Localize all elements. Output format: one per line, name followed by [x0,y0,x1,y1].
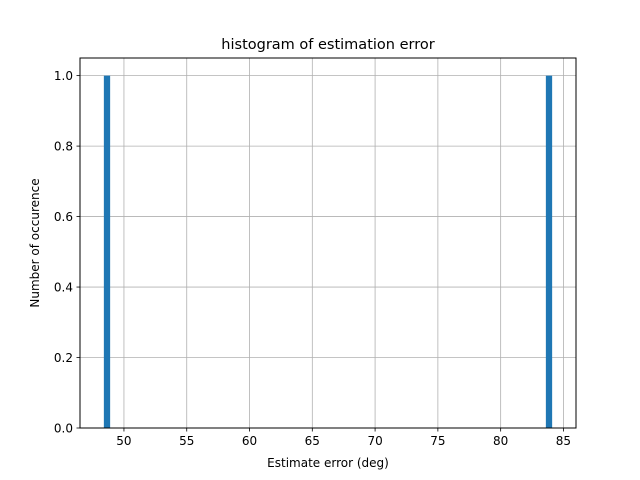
axis-ticks: 50 55 60 65 70 75 80 85 0.0 0.2 0.4 0.6 0.8 1.0 [54,69,571,448]
x-axis-label: Estimate error (deg) [267,456,389,470]
x-tick-label: 70 [367,434,382,448]
x-tick-label: 65 [305,434,320,448]
x-tick-label: 75 [430,434,445,448]
grid-lines [80,58,576,429]
bars [103,75,553,428]
y-axis-label: Number of occurence [28,178,42,307]
histogram-bar [103,75,111,428]
x-tick-label: 50 [116,434,131,448]
x-tick-label: 55 [179,434,194,448]
y-tick-label: 0.4 [54,281,73,295]
y-tick-label: 0.2 [54,351,73,365]
x-tick-label: 85 [556,434,571,448]
chart-title: histogram of estimation error [221,37,434,53]
y-tick-label: 0.8 [54,140,73,154]
x-tick-label: 80 [493,434,508,448]
y-tick-label: 0.6 [54,210,73,224]
histogram-bar [545,75,553,428]
plot-frame [79,57,577,429]
y-tick-label: 0.0 [54,422,73,436]
x-tick-label: 60 [242,434,257,448]
y-tick-label: 1.0 [54,69,73,83]
